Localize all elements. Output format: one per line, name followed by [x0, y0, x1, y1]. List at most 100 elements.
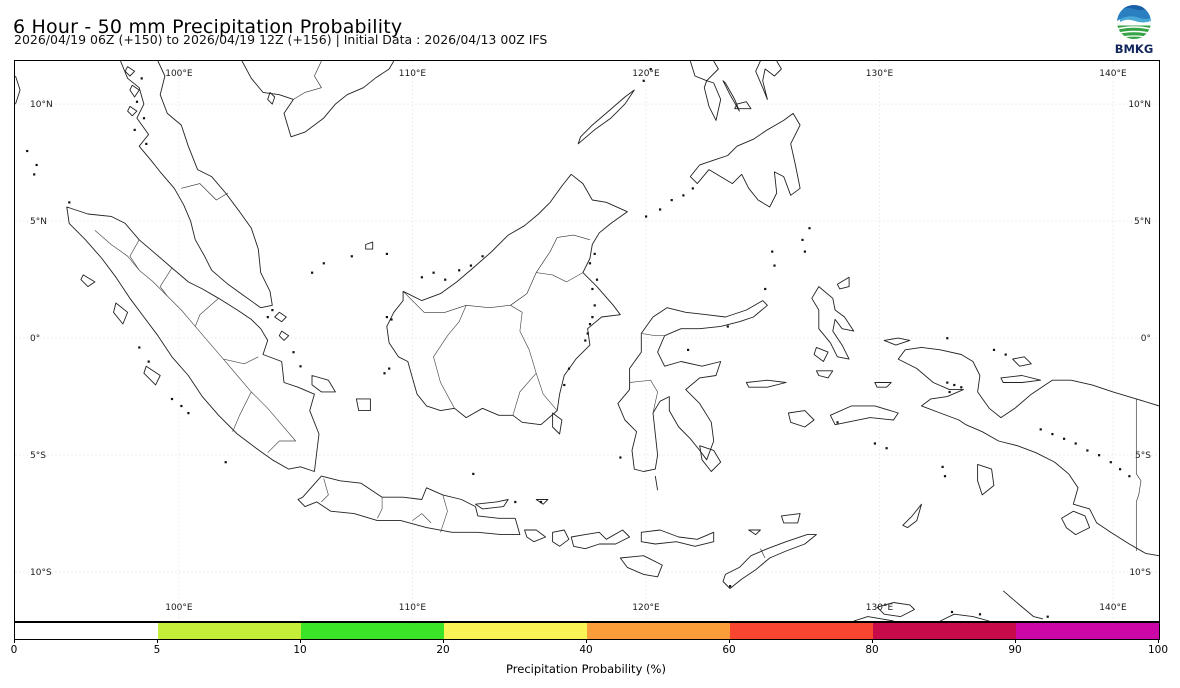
lon-label-top: 120°E [632, 69, 660, 79]
map-speckle [591, 287, 594, 291]
province-kalimantan-province-2 [510, 305, 537, 416]
coast-biak [1012, 356, 1032, 367]
colorbar-tickmark [299, 639, 301, 643]
colorbar-segment-20-40 [444, 623, 587, 639]
page-title: 6 Hour - 50 mm Precipitation Probability [13, 15, 403, 38]
map-speckle [271, 309, 274, 312]
map-speckle [68, 201, 71, 204]
map-speckle [1119, 468, 1122, 471]
colorbar-segment-5-10 [158, 623, 301, 639]
coast-selayar [654, 476, 659, 491]
colorbar-tick-label: 5 [153, 644, 161, 656]
map-speckle [458, 269, 461, 272]
province-sulawesi-province-2 [641, 333, 665, 337]
bmkg-logo-text: BMKG [1115, 42, 1154, 56]
coast-sula [745, 379, 787, 388]
coast-gove-peninsula [1002, 590, 1044, 620]
map-speckle [946, 381, 949, 384]
map-speckle [885, 447, 888, 450]
province-kalimantan-province-1 [433, 305, 467, 409]
map-speckle [472, 472, 475, 475]
map-speckle [469, 264, 472, 267]
province-java-province-4 [412, 513, 432, 524]
coast-waigeo [883, 337, 911, 346]
map-speckle [1004, 353, 1007, 356]
coast-sumba [619, 555, 663, 578]
map-speckle [946, 337, 949, 340]
map-speckle [873, 442, 876, 445]
map-speckle [138, 346, 141, 349]
coast-panay [689, 61, 719, 82]
map-svg: 100°E 100°E 110°E 110°E 120°E 120°E 130°E 130°E… [15, 61, 1159, 621]
map-speckle [133, 128, 136, 131]
map-speckle [390, 318, 393, 321]
coast-kangean [535, 499, 549, 505]
province-java-province-2 [377, 497, 383, 519]
map-speckle [322, 262, 325, 265]
lon-label-bottom: 100°E [165, 603, 193, 613]
border-cambodia-vietnam-border [293, 61, 322, 100]
coast-wetar [780, 513, 801, 524]
map-speckle [444, 278, 447, 281]
coast-papua-coast [897, 346, 1159, 557]
province-sulawesi-province-1 [629, 379, 658, 414]
map-speckle [26, 149, 29, 153]
colorbar [14, 622, 1160, 640]
lat-label-right: 0° [1141, 334, 1151, 344]
bmkg-logo-icon: BMKG [1115, 5, 1154, 56]
lat-label-right: 10°N [1128, 100, 1151, 110]
coast-yos-sudarso [1061, 510, 1091, 536]
coast-lombok [552, 529, 570, 547]
map-speckle [726, 325, 729, 328]
map-speckle [311, 271, 314, 274]
map-speckle [1051, 433, 1054, 436]
province-sumatra-province-ridge [94, 230, 296, 442]
coast-sumbawa [570, 529, 631, 550]
coast-bali [524, 529, 547, 543]
coast-muna-buton [699, 445, 722, 472]
lon-label-top: 140°E [1099, 69, 1127, 79]
coast-mindanao [689, 112, 801, 208]
coast-bintan [274, 311, 287, 323]
coast-bacan [813, 346, 829, 362]
coast-tiwi-islands [876, 602, 915, 618]
coast-alor [748, 529, 761, 536]
colorbar-tickmark [1157, 639, 1159, 643]
coast-sumatra [66, 206, 320, 472]
province-java-province-1 [321, 478, 329, 503]
page-subtitle: 2026/04/19 06Z (+150) to 2026/04/19 12Z … [14, 32, 548, 47]
colorbar-tick-label: 100 [1147, 644, 1169, 656]
map-speckle [836, 421, 839, 424]
map-speckle [145, 142, 148, 145]
map-speckle [147, 360, 150, 363]
colorbar-tickmark [156, 639, 158, 643]
coast-andaman-sliver [15, 75, 21, 105]
map-speckle [35, 163, 38, 167]
map-speckle [383, 372, 386, 375]
lat-label-left: 10°N [30, 100, 53, 110]
province-sumatra-province-3 [194, 298, 219, 327]
colorbar-tick-label: 10 [293, 644, 307, 656]
map-speckle [514, 500, 517, 504]
colorbar-tickmark [585, 639, 587, 643]
map-speckle [563, 383, 566, 387]
map-speckle [224, 461, 227, 464]
map-speckle [266, 316, 269, 319]
map-speckle [943, 475, 947, 478]
map-speckle [808, 227, 811, 230]
lat-label-right: 5°N [1134, 217, 1151, 227]
map-speckle [385, 316, 388, 319]
coast-mergui-3 [127, 105, 138, 117]
colorbar-tickmark [13, 639, 15, 643]
map-speckle [385, 252, 388, 255]
map-canvas: 100°E 100°E 110°E 110°E 120°E 120°E 130°E 130°E… [14, 60, 1160, 622]
map-speckle [1046, 615, 1049, 618]
coast-bangka [311, 375, 336, 393]
colorbar-segment-60-80 [730, 623, 873, 639]
colorbar-tick-label: 0 [10, 644, 18, 656]
coast-sulawesi [617, 300, 768, 472]
lon-label-top: 100°E [165, 69, 193, 79]
map-speckle [187, 412, 190, 415]
map-speckle [567, 367, 571, 370]
coast-darwin-coast [853, 616, 894, 621]
